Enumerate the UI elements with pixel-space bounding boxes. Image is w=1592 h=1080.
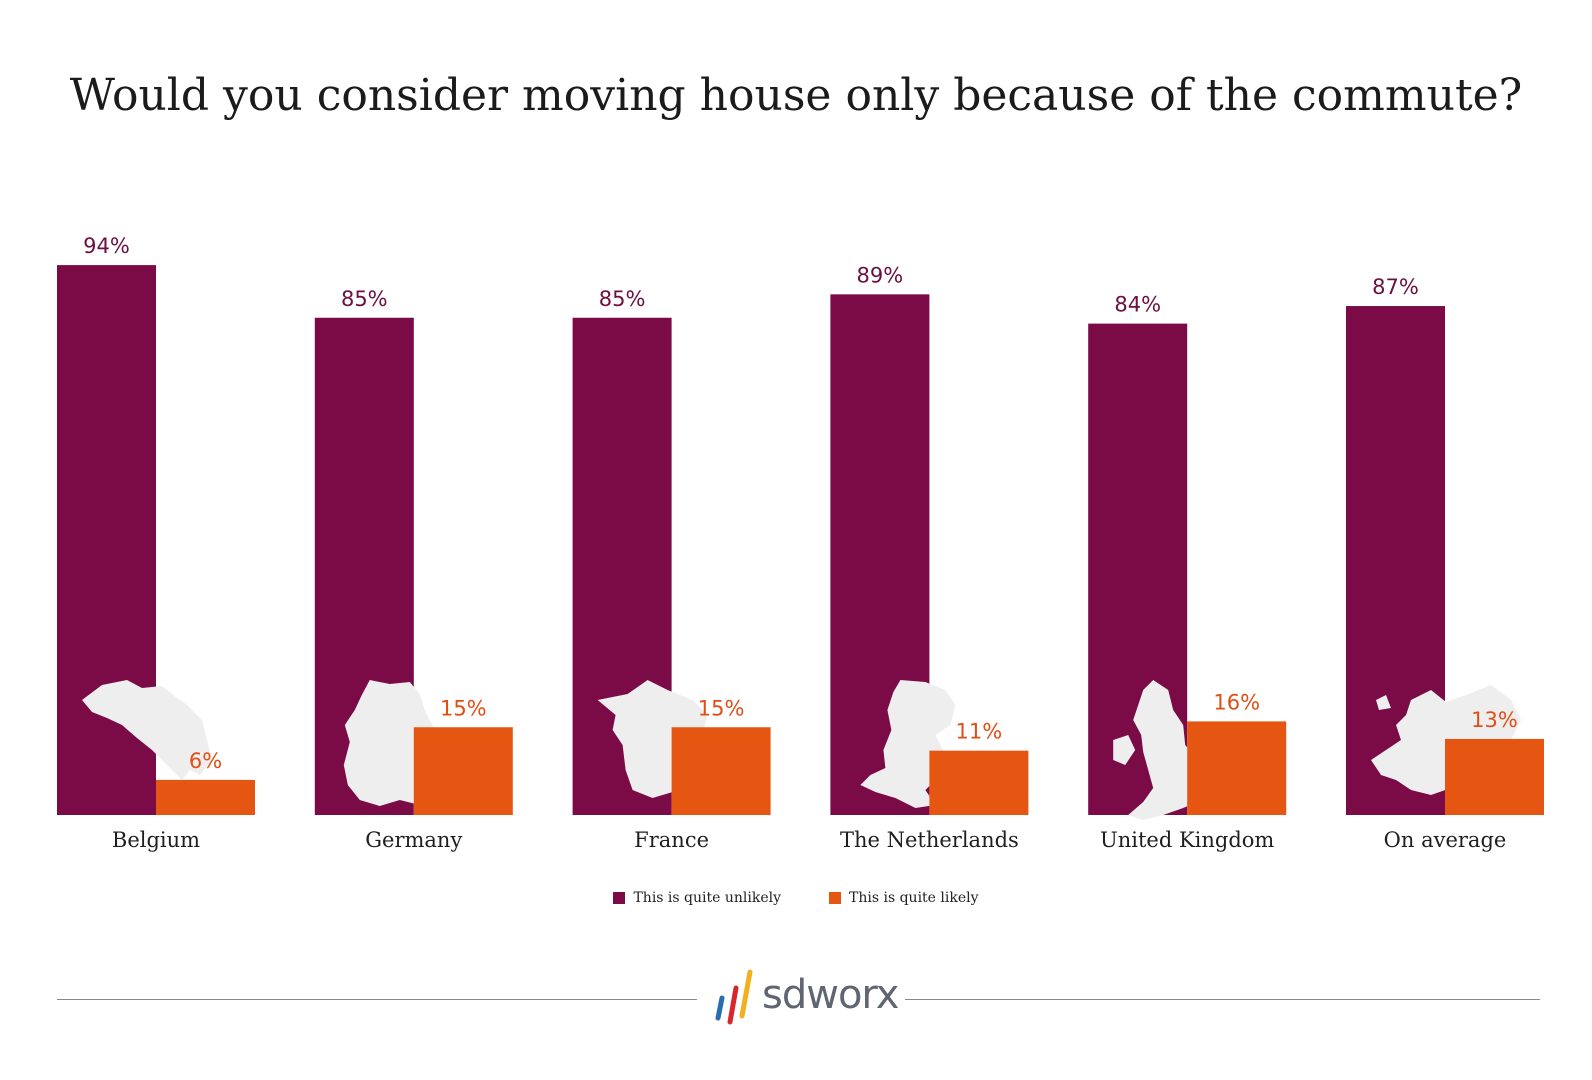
- bar-likely-0: [156, 779, 255, 815]
- value-label-likely-0: 6%: [189, 749, 222, 773]
- legend-label-likely: This is quite likely: [849, 890, 979, 906]
- bar-likely-5: [1445, 738, 1544, 815]
- value-label-likely-3: 11%: [956, 720, 1003, 744]
- value-label-unlikely-3: 89%: [857, 263, 904, 287]
- chart-title: Would you consider moving house only bec…: [69, 70, 1523, 121]
- legend-swatch-unlikely: [613, 892, 626, 904]
- legend-swatch-likely: [829, 892, 842, 904]
- bar-likely-3: [929, 750, 1029, 815]
- value-label-likely-2: 15%: [698, 696, 745, 720]
- value-label-likely-1: 15%: [440, 696, 487, 720]
- legend: This is quite unlikely This is quite lik…: [0, 890, 1592, 906]
- legend-label-unlikely: This is quite unlikely: [633, 890, 782, 906]
- category-label-1: Germany: [365, 828, 462, 852]
- category-label-2: France: [634, 828, 709, 852]
- legend-item-unlikely: This is quite unlikely: [613, 890, 781, 906]
- category-label-5: On average: [1384, 828, 1507, 852]
- value-label-unlikely-2: 85%: [599, 287, 646, 311]
- value-label-unlikely-1: 85%: [341, 287, 388, 311]
- sdworx-logo-mark-icon: [715, 969, 753, 1025]
- value-label-unlikely-5: 87%: [1372, 275, 1419, 299]
- belgium-map-icon: [82, 680, 212, 780]
- category-label-0: Belgium: [112, 828, 200, 852]
- value-label-likely-4: 16%: [1213, 690, 1260, 714]
- united-kingdom-map-icon: [1113, 680, 1204, 820]
- bar-likely-1: [413, 727, 513, 815]
- footer-divider-left: [57, 999, 697, 1000]
- category-label-3: The Netherlands: [840, 828, 1019, 852]
- category-label-4: United Kingdom: [1100, 828, 1274, 852]
- value-label-unlikely-0: 94%: [83, 234, 130, 258]
- sdworx-logo: sdworx: [710, 960, 899, 1030]
- bar-likely-2: [671, 727, 771, 815]
- sdworx-logo-text: sdworx: [762, 972, 899, 1018]
- footer-divider-right: [905, 999, 1540, 1000]
- legend-item-likely: This is quite likely: [829, 890, 979, 906]
- bar-likely-4: [1187, 721, 1287, 815]
- value-label-likely-5: 13%: [1471, 708, 1518, 732]
- value-label-unlikely-4: 84%: [1114, 293, 1161, 317]
